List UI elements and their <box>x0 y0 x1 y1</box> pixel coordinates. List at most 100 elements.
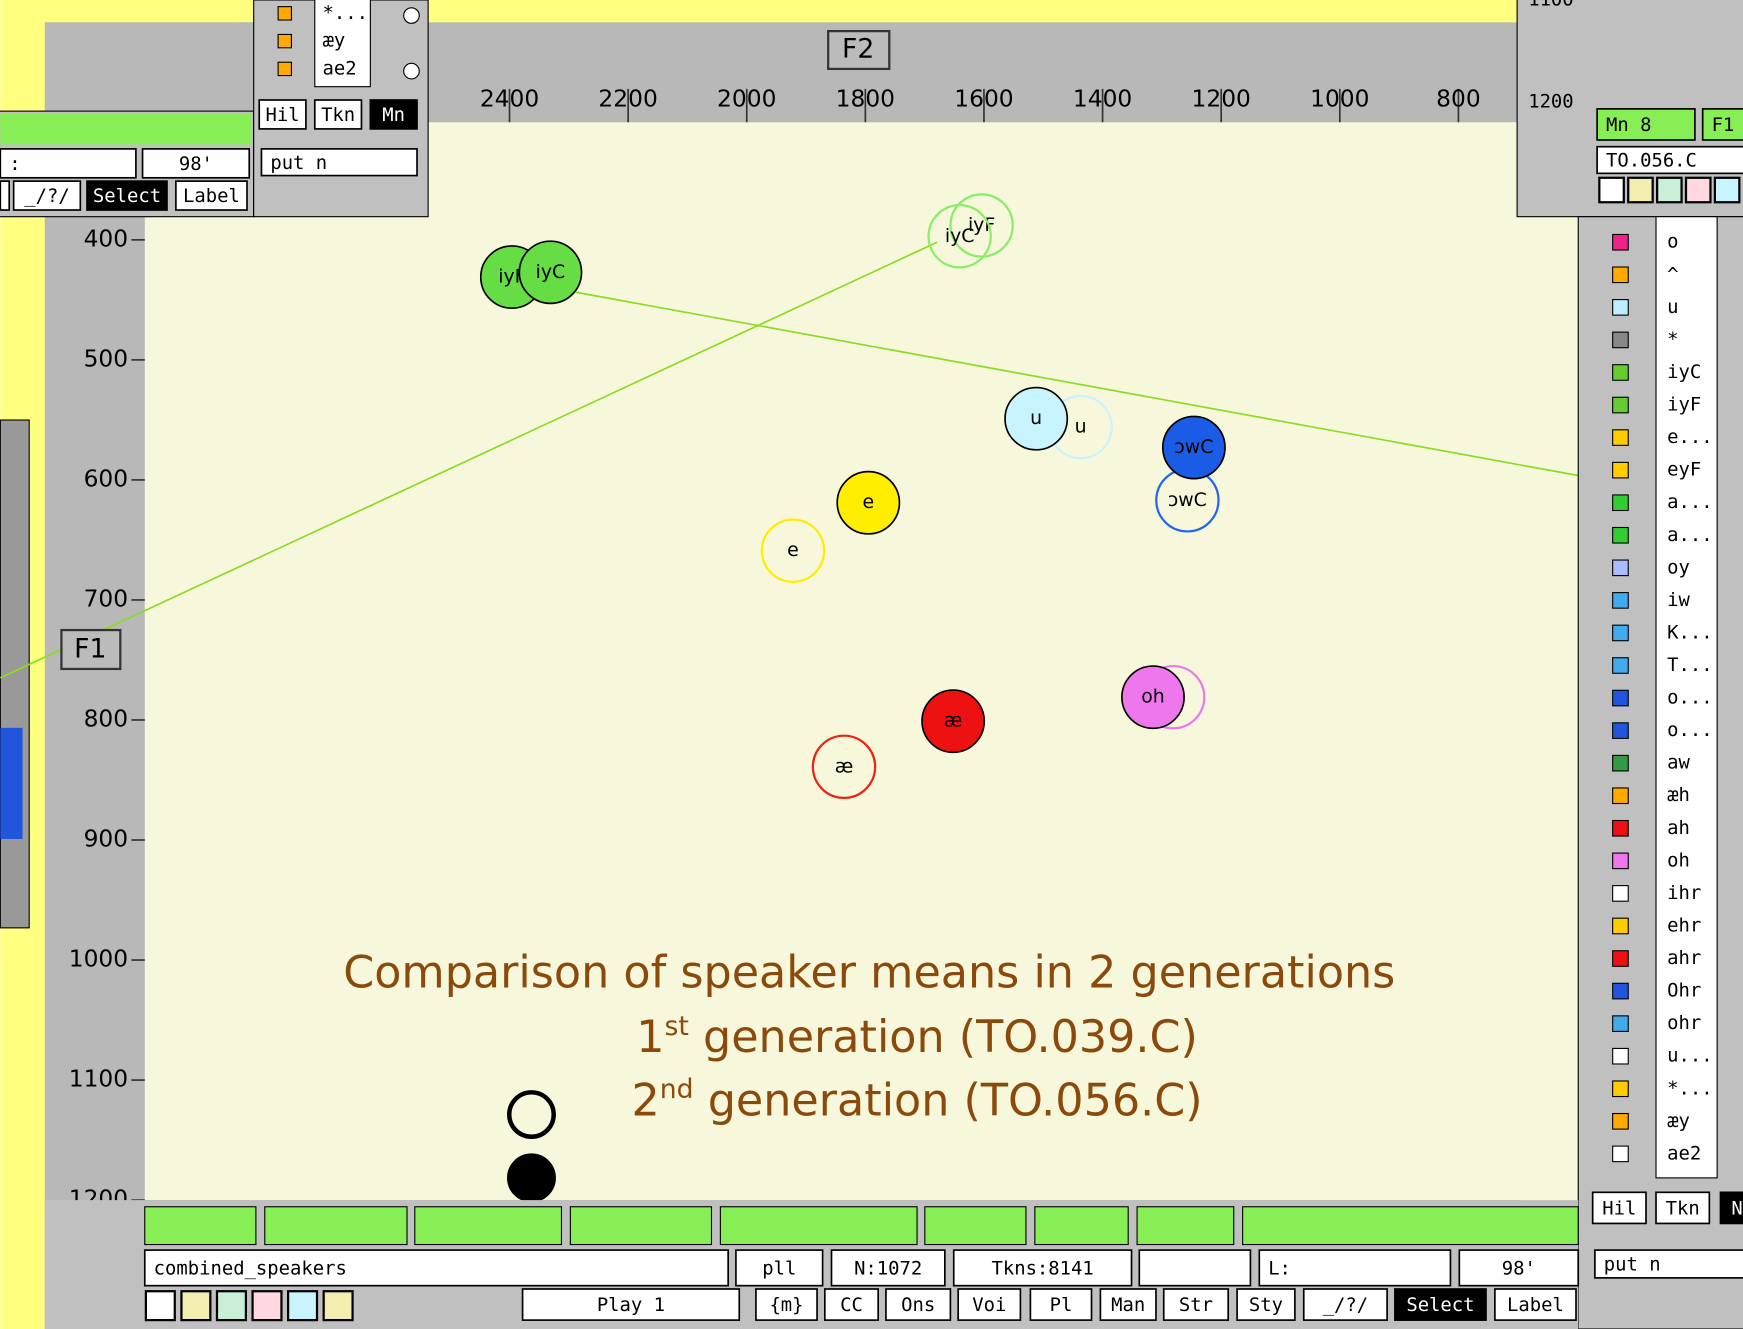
field-label: 98' <box>179 153 213 175</box>
swatch[interactable] <box>1657 178 1681 202</box>
x-tick-label: 1600 <box>954 85 1013 113</box>
list-item: iyC <box>1667 361 1701 383</box>
tool-icon[interactable] <box>1613 300 1629 316</box>
list-item: u... <box>1667 1045 1712 1067</box>
x-tick-label: 2000 <box>717 85 776 113</box>
field-label: pll <box>762 1257 796 1279</box>
tool-icon[interactable] <box>1613 1146 1629 1162</box>
list-item: oh <box>1667 849 1690 871</box>
y-tick-label: 1000 <box>69 945 128 973</box>
tool-icon[interactable] <box>1613 658 1629 674</box>
swatch[interactable] <box>146 1291 175 1320</box>
list-item: ^ <box>1667 263 1678 285</box>
swatch[interactable] <box>1628 178 1652 202</box>
list-item: o... <box>1667 719 1712 741</box>
tool-icon[interactable] <box>1613 560 1629 576</box>
segment-bar[interactable] <box>720 1207 917 1245</box>
field-label: combined_speakers <box>154 1257 347 1279</box>
screen: iyFiyCuɔwCeohæiyFiyCuɔwCeohæ F2 F1 Compa… <box>0 0 1743 1329</box>
segment-bar[interactable] <box>925 1207 1026 1245</box>
spectrogram-band <box>0 728 22 839</box>
swatch[interactable] <box>324 1291 353 1320</box>
button-label: Mn <box>382 104 405 126</box>
list-item: T... <box>1667 654 1712 676</box>
x-tick-label: 1400 <box>1073 85 1132 113</box>
chart-title: Comparison of speaker means in 2 generat… <box>343 948 1395 999</box>
list-item: ehr <box>1667 914 1701 936</box>
tool-icon[interactable] <box>1613 788 1629 804</box>
list-item: Ohr <box>1667 980 1701 1002</box>
tool-icon[interactable] <box>1613 365 1629 381</box>
tool-icon[interactable] <box>1613 1081 1629 1097</box>
button-label: Ons <box>901 1294 935 1316</box>
point-label: ɔwC <box>1174 436 1213 458</box>
list-item: oy <box>1667 556 1690 578</box>
segment-bar[interactable] <box>145 1207 256 1245</box>
field-label: put n <box>1604 1254 1661 1276</box>
tool-icon[interactable] <box>1613 397 1629 413</box>
tool-icon[interactable] <box>1613 332 1629 348</box>
tool-icon[interactable] <box>1613 430 1629 446</box>
point-label: u <box>1030 407 1042 429</box>
field-label: put n <box>270 152 327 174</box>
swatch[interactable] <box>181 1291 210 1320</box>
list-item: *... <box>323 2 368 24</box>
swatch[interactable] <box>288 1291 317 1320</box>
segment-bar[interactable] <box>1035 1207 1128 1245</box>
point-label: ɔwC <box>1168 489 1207 511</box>
y-axis-label: F1 <box>74 634 106 665</box>
axis-label: 1200 <box>1528 91 1573 113</box>
tab-label: F1 <box>1712 114 1735 136</box>
tool-icon[interactable] <box>1613 234 1629 250</box>
button-label: Label <box>1507 1294 1564 1316</box>
tool-icon[interactable] <box>1613 821 1629 837</box>
legend-marker <box>509 1156 553 1200</box>
tool-icon[interactable] <box>1613 1016 1629 1032</box>
swatch[interactable] <box>1599 178 1623 202</box>
tool-icon[interactable] <box>1613 755 1629 771</box>
field <box>0 149 136 178</box>
button-label: Select <box>93 185 161 207</box>
button-label: CC <box>840 1294 863 1316</box>
segment-bar[interactable] <box>1243 1207 1579 1245</box>
button-label: Hil <box>266 104 300 126</box>
point-label: oh <box>1141 686 1165 708</box>
y-tick-label: 800 <box>84 704 129 732</box>
tool-icon[interactable] <box>1613 690 1629 706</box>
button-label: Select <box>1406 1294 1474 1316</box>
tool-icon[interactable] <box>1613 625 1629 641</box>
field-label: TO.056.C <box>1606 150 1697 172</box>
tool-icon[interactable] <box>1613 593 1629 609</box>
tool-icon[interactable] <box>1613 853 1629 869</box>
point-label: u <box>1075 416 1087 438</box>
segment-bar[interactable] <box>570 1207 711 1245</box>
list-item: o <box>1667 231 1678 253</box>
segment-bar[interactable] <box>415 1207 562 1245</box>
tool-icon[interactable] <box>1613 1114 1629 1130</box>
swatch[interactable] <box>217 1291 246 1320</box>
segment-bar[interactable] <box>265 1207 407 1245</box>
tool-icon[interactable] <box>1613 495 1629 511</box>
swatch[interactable] <box>253 1291 282 1320</box>
tool-icon[interactable] <box>1613 886 1629 902</box>
swatch[interactable] <box>1686 178 1710 202</box>
tool-icon[interactable] <box>1613 983 1629 999</box>
y-tick-label: 700 <box>84 584 129 612</box>
tool-icon[interactable] <box>1613 267 1629 283</box>
icon <box>278 7 291 20</box>
list-item: æh <box>1667 784 1690 806</box>
segment-bar[interactable] <box>1137 1207 1234 1245</box>
tool-icon[interactable] <box>1613 527 1629 543</box>
tool-icon[interactable] <box>1613 951 1629 967</box>
radio[interactable] <box>404 63 420 79</box>
radio[interactable] <box>404 8 420 24</box>
swatch[interactable] <box>1715 178 1739 202</box>
tool-icon[interactable] <box>1613 918 1629 934</box>
tool-icon[interactable] <box>1613 1048 1629 1064</box>
desktop-strip <box>428 0 1517 22</box>
button <box>0 181 9 210</box>
tool-icon[interactable] <box>1613 723 1629 739</box>
list-item: ae2 <box>1667 1142 1701 1164</box>
tool-icon[interactable] <box>1613 462 1629 478</box>
list-item: e... <box>1667 426 1712 448</box>
